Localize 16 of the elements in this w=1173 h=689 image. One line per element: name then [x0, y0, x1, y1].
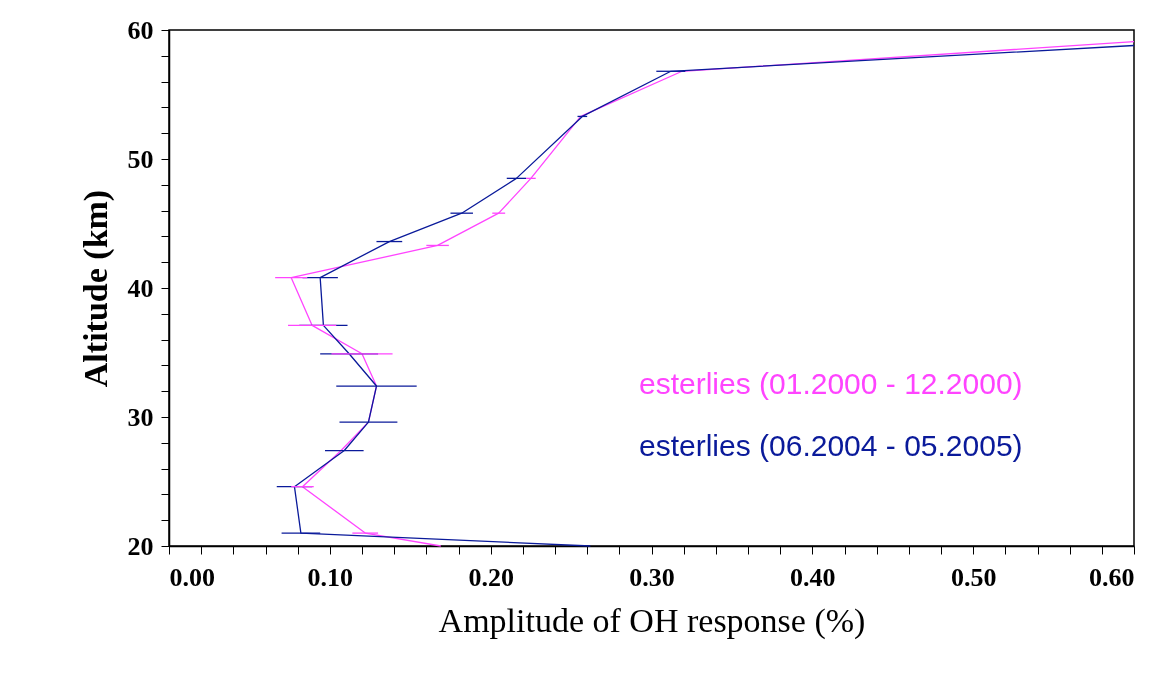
- y-tick-label: 20: [127, 531, 154, 561]
- x-tick-label: 0.00: [169, 562, 215, 592]
- x-tick-label: 0.10: [307, 562, 354, 592]
- x-axis-title: Amplitude of OH response (%): [438, 601, 866, 640]
- text: esterlies (01.2000 - 12.2000): [639, 367, 1023, 400]
- y-tick-label: 30: [127, 402, 154, 432]
- text: esterlies (06.2004 - 05.2005): [639, 429, 1023, 462]
- x-tick-label: 0.40: [790, 562, 836, 592]
- x-tick-label: 0.60: [1089, 562, 1135, 592]
- y-tick-label: 60: [127, 15, 154, 45]
- x-tick-label: 0.50: [950, 562, 997, 592]
- y-tick-label: 50: [127, 144, 154, 174]
- x-tick-label: 0.30: [629, 562, 675, 592]
- y-axis-title: Altitude (km): [76, 189, 115, 388]
- x-tick-label: 0.20: [468, 562, 514, 592]
- y-tick-label: 40: [127, 273, 154, 303]
